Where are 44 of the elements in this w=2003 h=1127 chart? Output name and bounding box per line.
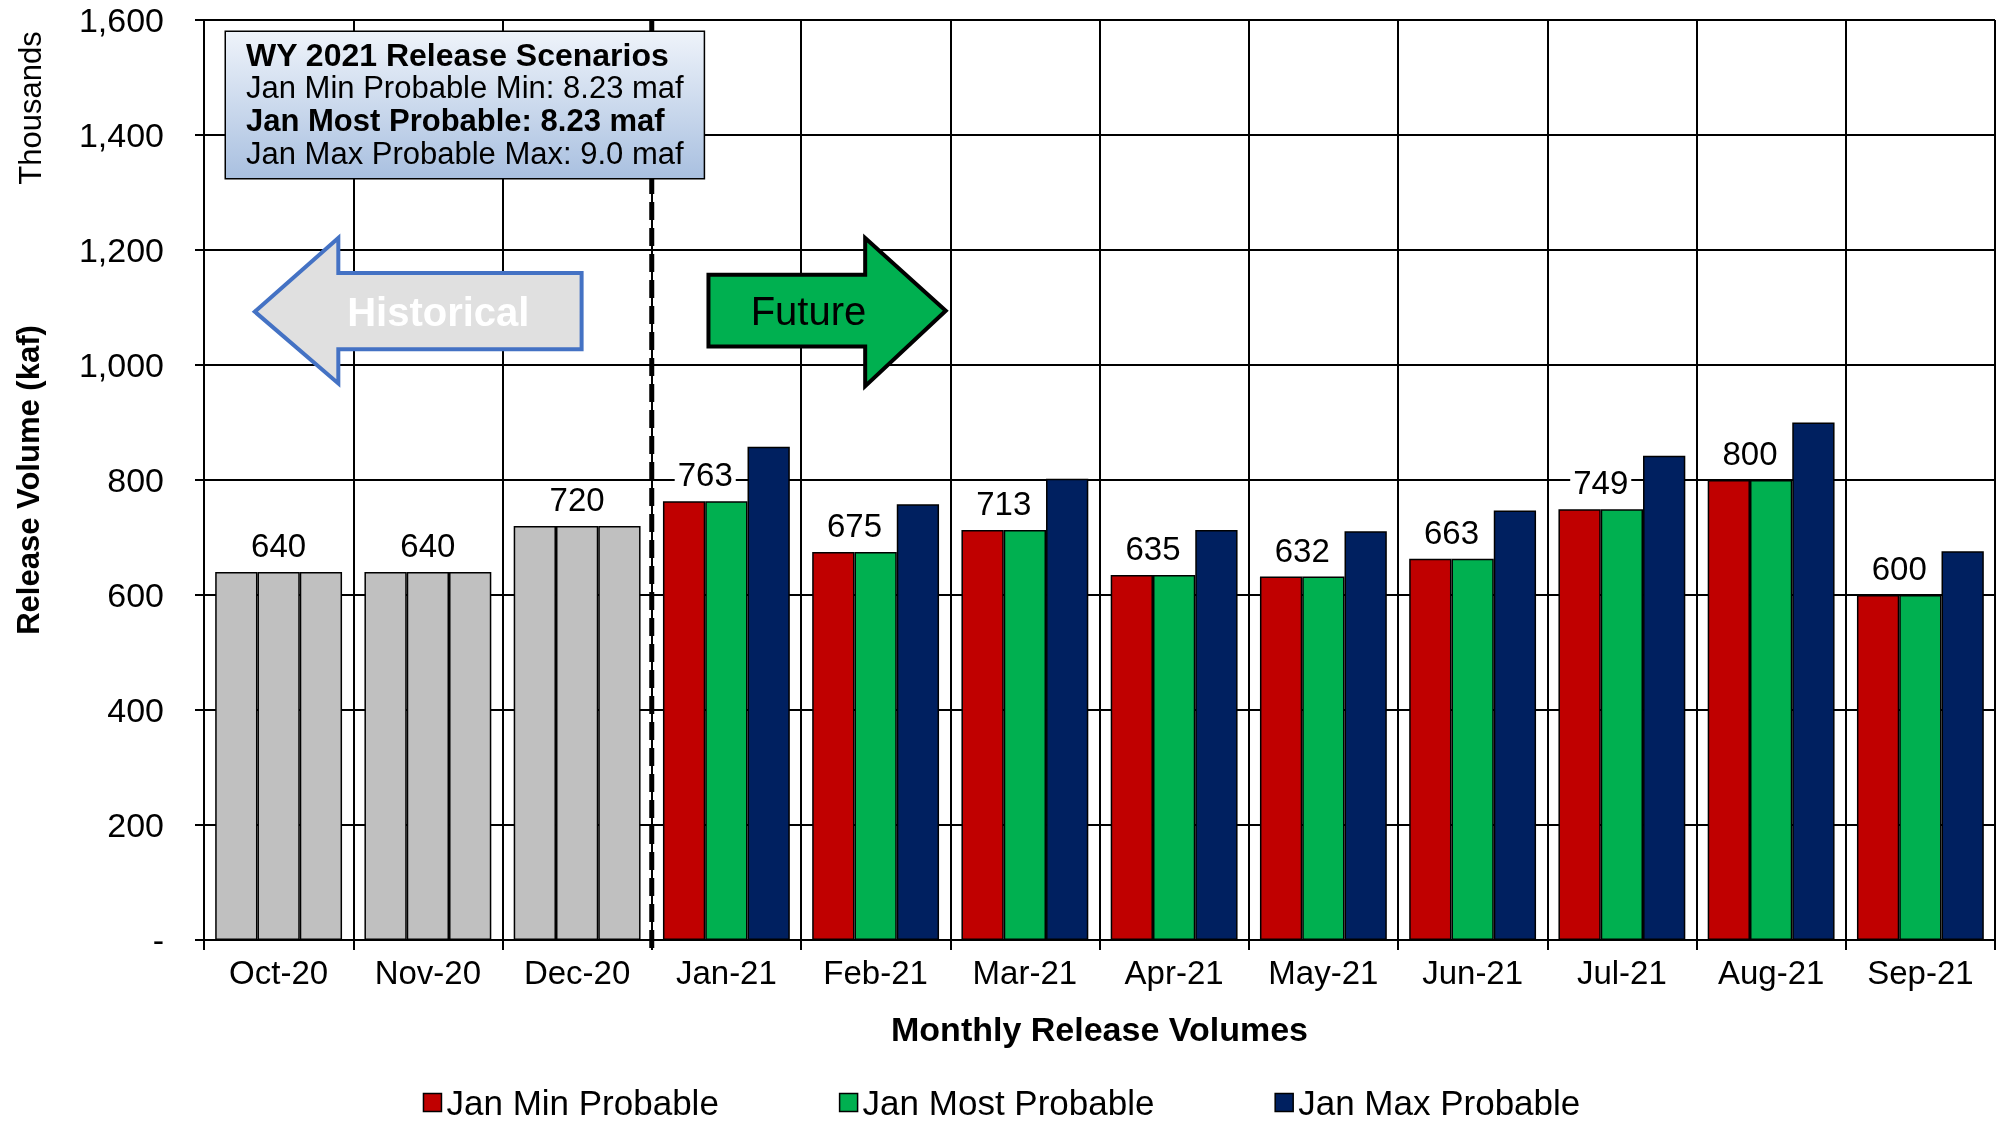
y-tick-label: 1,200 xyxy=(78,231,164,269)
data-label: 675 xyxy=(826,506,883,544)
text: Thousands xyxy=(12,31,48,185)
y-tick-label: - xyxy=(152,921,164,959)
annotation: Future xyxy=(750,288,867,333)
x-tick-label: Apr-21 xyxy=(1124,954,1224,991)
annotation: WY 2021 Release Scenarios xyxy=(246,36,669,73)
y-tick-label: 600 xyxy=(107,576,164,614)
x-tick-label: May-21 xyxy=(1268,954,1379,991)
annotation: Jan Max Probable Max: 9.0 maf xyxy=(246,136,685,171)
data-label: 800 xyxy=(1722,435,1778,472)
y-tick-label: 1,600 xyxy=(78,1,164,39)
x-tick-label: Dec-20 xyxy=(523,954,631,991)
x-axis-title: Monthly Release Volumes xyxy=(891,1010,1308,1048)
data-label: 640 xyxy=(251,527,307,564)
x-tick-label: Jun-21 xyxy=(1422,954,1524,991)
data-label: 632 xyxy=(1274,531,1330,569)
x-tick-label: Jan-21 xyxy=(675,954,777,991)
y-axis-title: Release Volume (kaf) xyxy=(11,325,46,635)
x-tick-label: Mar-21 xyxy=(972,954,1078,991)
legend-label: Jan Min Probable xyxy=(446,1083,719,1122)
x-tick-label: Jul-21 xyxy=(1576,954,1667,991)
y-tick-label: 1,400 xyxy=(78,116,164,154)
data-label: 600 xyxy=(1871,550,1927,587)
annotation: Jan Min Probable Min: 8.23 maf xyxy=(246,70,685,105)
y-tick-label: 1,000 xyxy=(78,346,164,384)
y-tick-label: 800 xyxy=(107,461,164,499)
x-tick-label: Sep-21 xyxy=(1867,954,1974,991)
x-tick-label: Aug-21 xyxy=(1717,954,1825,991)
data-label: 763 xyxy=(677,456,733,494)
legend-label: Jan Max Probable xyxy=(1298,1083,1581,1122)
y-tick-label: 400 xyxy=(107,691,164,729)
data-label: 720 xyxy=(549,481,605,518)
data-label: 749 xyxy=(1573,464,1629,502)
legend-label: Jan Most Probable xyxy=(862,1083,1155,1122)
data-label: 713 xyxy=(976,485,1032,523)
data-label: 640 xyxy=(400,527,456,564)
data-label: 635 xyxy=(1125,529,1181,567)
x-tick-label: Oct-20 xyxy=(229,954,329,991)
x-tick-label: Feb-21 xyxy=(823,954,928,991)
y-tick-label: 200 xyxy=(107,806,164,844)
annotation: Jan Most Probable: 8.23 maf xyxy=(246,103,666,138)
data-label: 663 xyxy=(1423,513,1480,551)
x-tick-label: Nov-20 xyxy=(374,954,482,991)
